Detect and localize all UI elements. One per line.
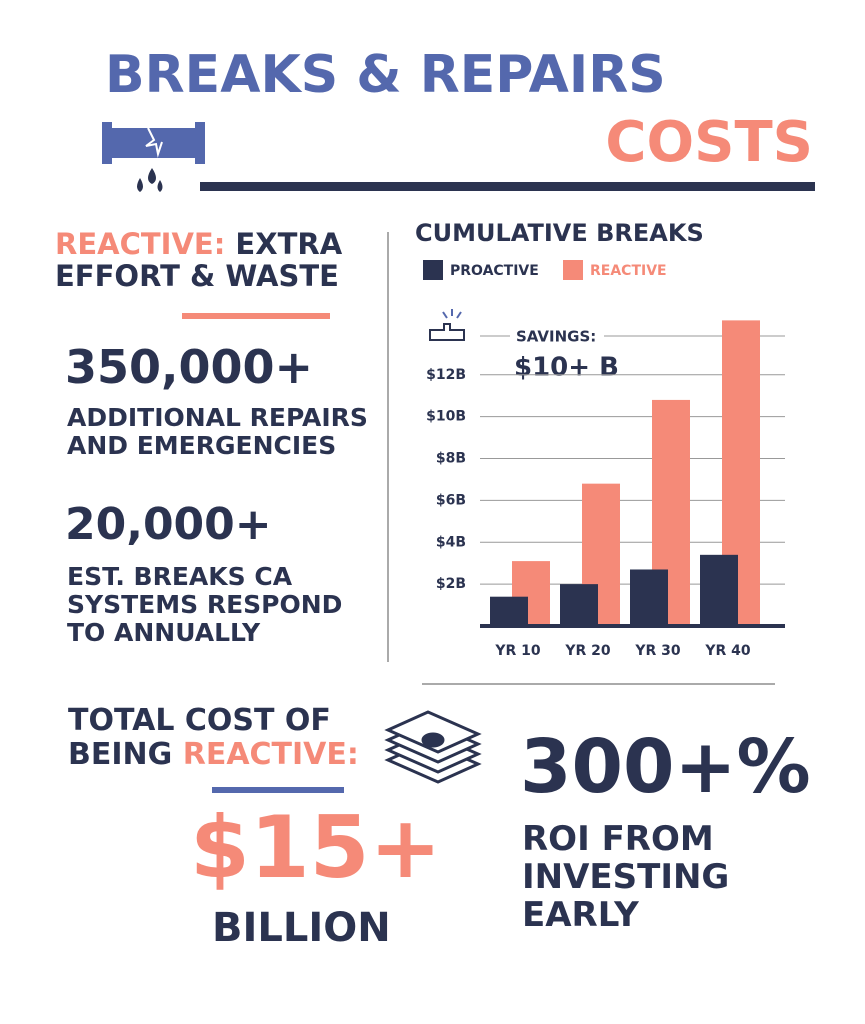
y-tick-label: $12B: [426, 367, 466, 383]
bar: [490, 596, 528, 626]
y-tick-label: $2B: [436, 576, 466, 592]
roi-value: 300+%: [520, 724, 811, 810]
annotation: SAVINGS:: [516, 328, 596, 346]
subtitle: COSTS: [605, 110, 813, 175]
y-tick-label: $4B: [436, 534, 466, 550]
x-tick-label: YR 10: [494, 643, 541, 659]
annotation-value: $10+ B: [514, 353, 619, 383]
roi-label: ROI FROM INVESTING EARLY: [522, 819, 730, 936]
pipe-icon: [102, 122, 205, 192]
accent-rule: [212, 787, 344, 793]
total-amount: $15+: [190, 798, 442, 898]
reactive-heading: REACTIVE: EXTRA EFFORT & WASTE: [55, 228, 355, 293]
highlight: REACTIVE:: [182, 736, 359, 772]
x-tick-label: YR 20: [564, 643, 611, 659]
reactive-label: REACTIVE:: [55, 227, 226, 261]
legend-label: REACTIVE: [590, 263, 667, 279]
legend-swatch: [563, 260, 583, 280]
total-unit: BILLION: [212, 905, 391, 951]
chart-title: CUMULATIVE BREAKS: [415, 219, 704, 247]
title: BREAKS & REPAIRS: [105, 45, 666, 105]
bar: [560, 584, 598, 626]
stat-label: ADDITIONAL REPAIRS AND EMERGENCIES: [67, 403, 368, 460]
legend-swatch: [423, 260, 443, 280]
y-tick-label: $6B: [436, 492, 466, 508]
x-tick-label: YR 40: [704, 643, 751, 659]
x-tick-label: YR 30: [634, 643, 681, 659]
x-axis: [480, 624, 785, 628]
y-tick-label: $10B: [426, 409, 466, 425]
bar: [630, 569, 668, 626]
header-rule: [200, 182, 815, 191]
accent-rule: [182, 313, 330, 319]
y-tick-label: $8B: [436, 451, 466, 467]
stat-label: EST. BREAKS CA SYSTEMS RESPOND TO ANNUAL…: [67, 562, 343, 647]
bar: [700, 554, 738, 626]
heading-text: EXTRA EFFORT & WASTE: [55, 227, 343, 294]
heading-text: TOTAL COST OF BEING: [68, 703, 331, 772]
money-icon: [384, 710, 482, 784]
stat-value: 350,000+: [65, 340, 314, 394]
legend-label: PROACTIVE: [450, 263, 539, 279]
total-heading: TOTAL COST OF BEING REACTIVE:: [68, 704, 368, 771]
stat-value: 20,000+: [65, 499, 272, 550]
tap-icon: [429, 309, 465, 341]
